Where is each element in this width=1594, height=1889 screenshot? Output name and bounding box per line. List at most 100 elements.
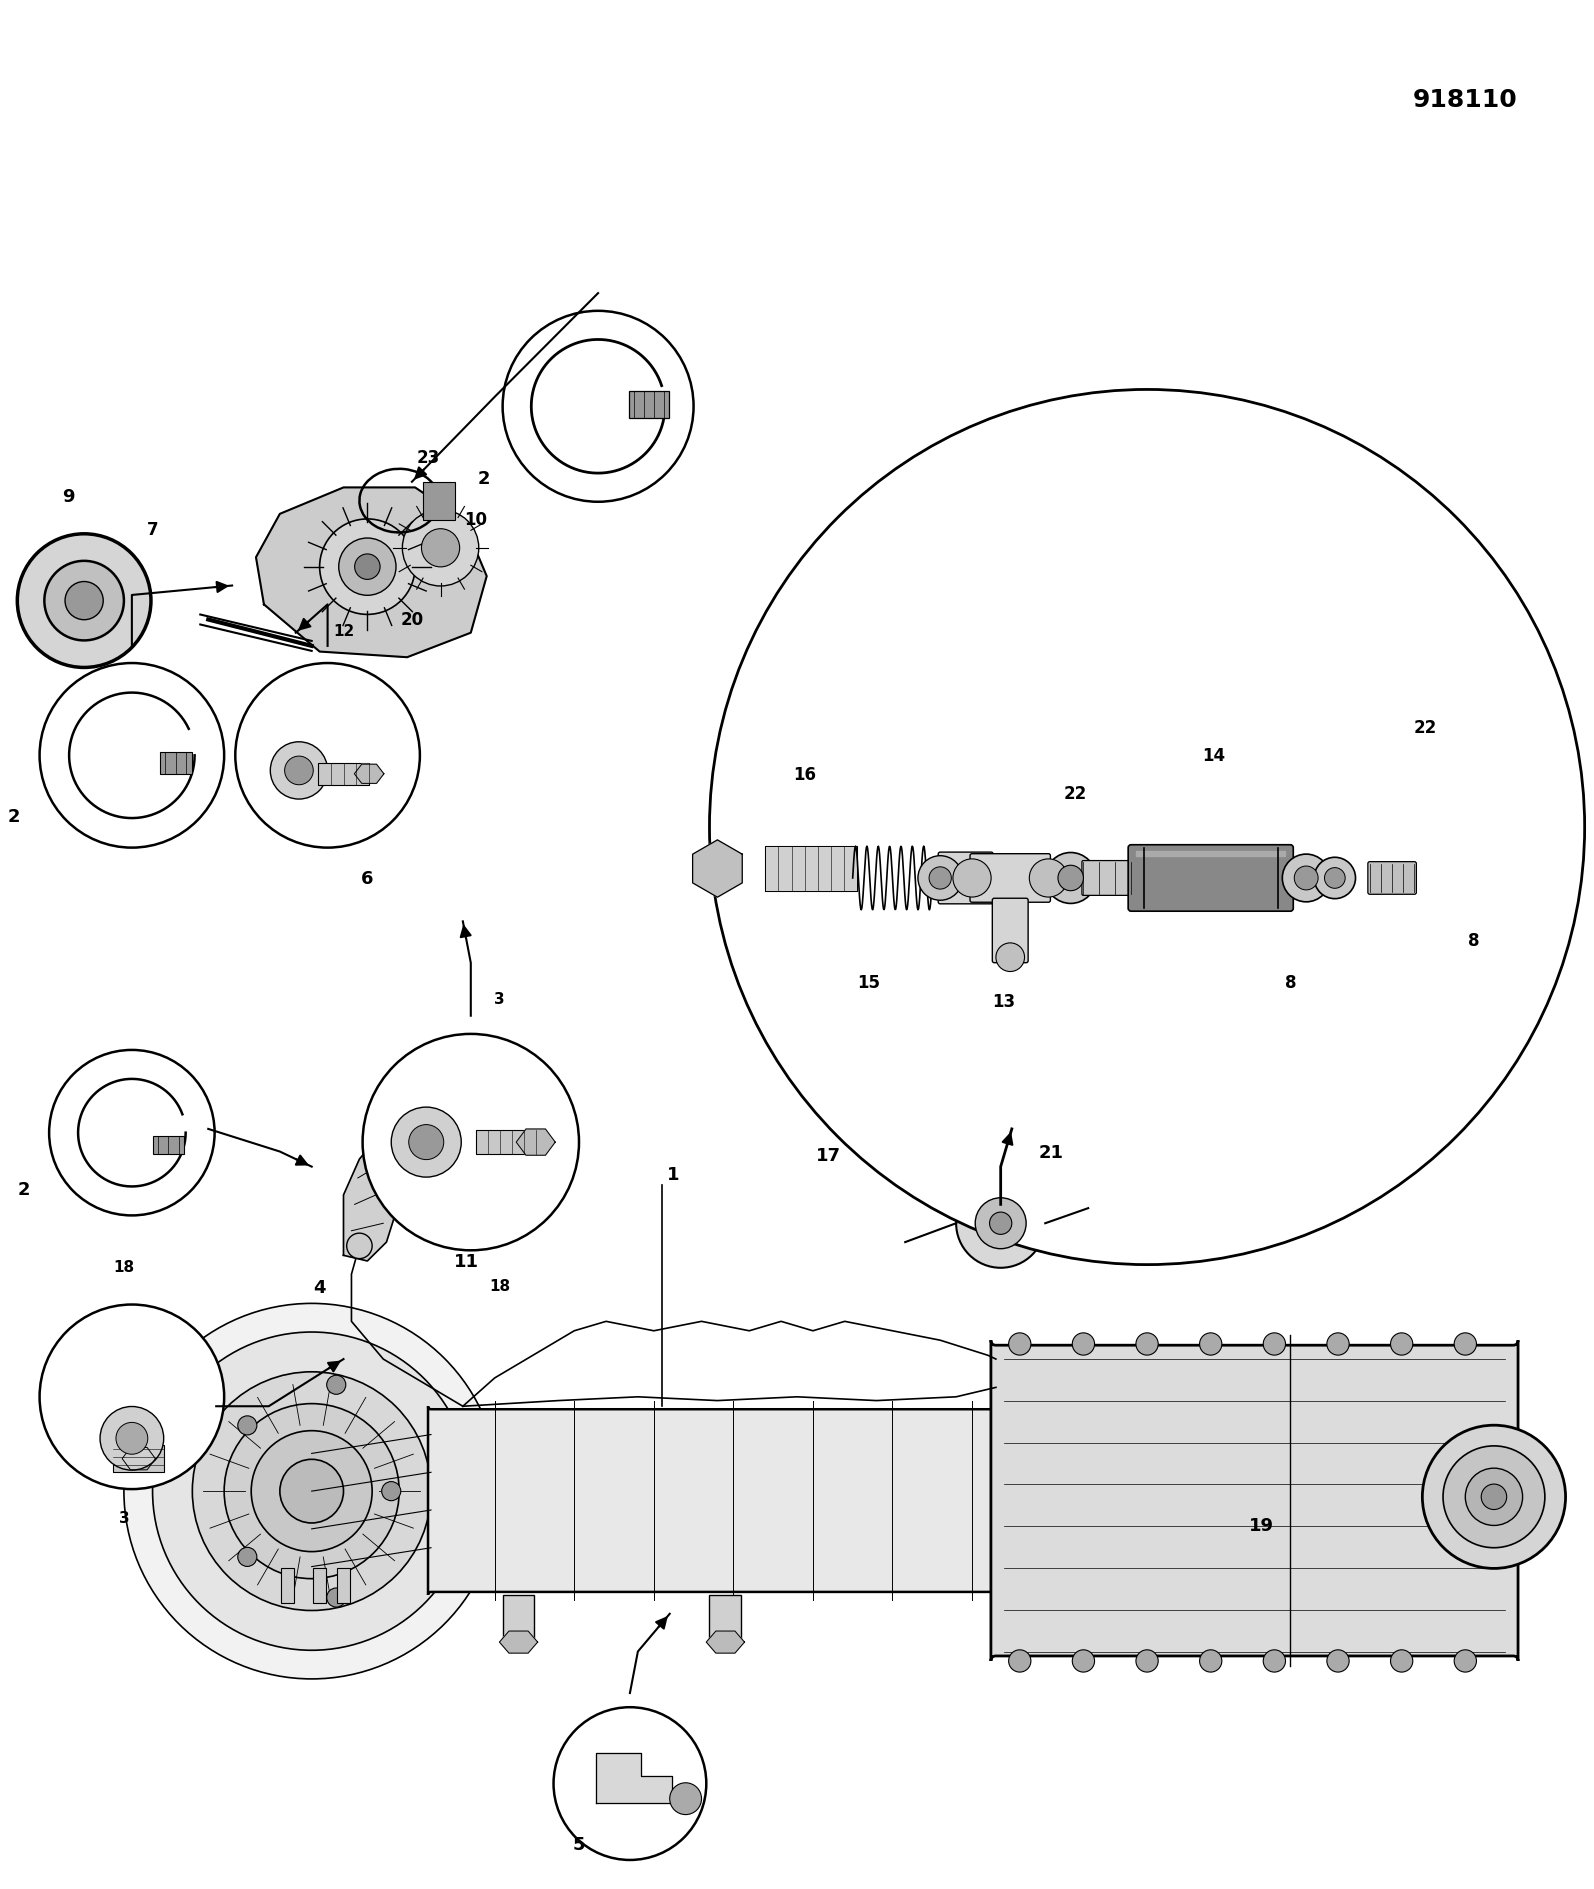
Circle shape xyxy=(1030,859,1068,897)
Circle shape xyxy=(100,1407,164,1470)
Circle shape xyxy=(340,538,395,597)
Polygon shape xyxy=(693,841,743,897)
Circle shape xyxy=(1390,1649,1412,1672)
Circle shape xyxy=(918,856,963,901)
Polygon shape xyxy=(257,487,486,657)
Text: 8: 8 xyxy=(1468,931,1479,950)
Circle shape xyxy=(1454,1334,1476,1356)
Circle shape xyxy=(193,1371,430,1611)
Circle shape xyxy=(1137,1649,1159,1672)
Circle shape xyxy=(1073,1334,1095,1356)
Text: 14: 14 xyxy=(1202,746,1226,765)
FancyBboxPatch shape xyxy=(971,854,1050,903)
FancyBboxPatch shape xyxy=(1129,844,1293,912)
Polygon shape xyxy=(499,1632,537,1653)
Text: 18: 18 xyxy=(113,1260,134,1275)
Circle shape xyxy=(1390,1334,1412,1356)
Circle shape xyxy=(1282,854,1329,903)
Text: 11: 11 xyxy=(454,1252,478,1269)
Circle shape xyxy=(669,1783,701,1815)
Circle shape xyxy=(281,1460,343,1523)
Text: 10: 10 xyxy=(464,512,488,529)
Polygon shape xyxy=(343,1141,395,1262)
Circle shape xyxy=(40,1305,225,1489)
Text: 2: 2 xyxy=(8,807,21,825)
FancyBboxPatch shape xyxy=(1368,861,1417,895)
Text: 8: 8 xyxy=(1285,973,1296,992)
Circle shape xyxy=(990,1213,1012,1235)
Circle shape xyxy=(1058,865,1084,892)
Circle shape xyxy=(421,529,459,567)
Circle shape xyxy=(1294,867,1318,890)
Circle shape xyxy=(354,555,379,580)
Bar xyxy=(502,1594,534,1642)
Circle shape xyxy=(1137,1334,1159,1356)
Circle shape xyxy=(502,312,693,502)
Circle shape xyxy=(346,1234,371,1258)
Text: 918110: 918110 xyxy=(1412,87,1517,111)
Circle shape xyxy=(1443,1447,1545,1547)
Circle shape xyxy=(709,391,1584,1266)
Circle shape xyxy=(1200,1649,1223,1672)
Circle shape xyxy=(116,1422,148,1455)
Bar xyxy=(159,752,191,774)
Circle shape xyxy=(929,867,952,890)
FancyBboxPatch shape xyxy=(993,899,1028,963)
FancyBboxPatch shape xyxy=(939,852,993,905)
Circle shape xyxy=(362,1035,579,1251)
Text: 12: 12 xyxy=(333,623,354,638)
Bar xyxy=(314,1568,327,1602)
Circle shape xyxy=(238,1547,257,1566)
Polygon shape xyxy=(123,1447,155,1470)
Circle shape xyxy=(327,1589,346,1608)
Text: 4: 4 xyxy=(314,1279,325,1296)
Polygon shape xyxy=(706,1632,744,1653)
Bar xyxy=(709,1594,741,1642)
Circle shape xyxy=(285,757,314,786)
Circle shape xyxy=(1325,869,1345,890)
Circle shape xyxy=(1326,1334,1349,1356)
Polygon shape xyxy=(765,846,858,892)
Text: 20: 20 xyxy=(400,612,424,629)
Circle shape xyxy=(236,663,419,848)
Text: 5: 5 xyxy=(572,1834,585,1853)
Circle shape xyxy=(1422,1426,1565,1568)
Text: 3: 3 xyxy=(118,1511,129,1524)
Circle shape xyxy=(124,1303,499,1679)
Circle shape xyxy=(153,1332,470,1651)
Text: 2: 2 xyxy=(18,1181,30,1200)
Polygon shape xyxy=(516,1130,555,1156)
Bar xyxy=(422,482,454,521)
Circle shape xyxy=(1313,858,1355,899)
Circle shape xyxy=(391,1107,461,1177)
Bar xyxy=(282,1568,295,1602)
Text: 22: 22 xyxy=(1063,784,1087,803)
Text: 6: 6 xyxy=(362,871,373,888)
Circle shape xyxy=(49,1050,215,1217)
Circle shape xyxy=(1326,1649,1349,1672)
Circle shape xyxy=(327,1375,346,1394)
Text: 9: 9 xyxy=(62,487,75,506)
Text: 23: 23 xyxy=(416,450,440,467)
Circle shape xyxy=(1262,1649,1285,1672)
Circle shape xyxy=(956,1179,1046,1268)
Circle shape xyxy=(1200,1334,1223,1356)
Circle shape xyxy=(976,1198,1027,1249)
Circle shape xyxy=(408,1126,443,1160)
Circle shape xyxy=(1481,1485,1506,1509)
Bar xyxy=(338,1568,349,1602)
Circle shape xyxy=(238,1417,257,1436)
Circle shape xyxy=(320,519,414,616)
Bar xyxy=(477,1132,536,1154)
Circle shape xyxy=(65,582,104,620)
Circle shape xyxy=(18,535,151,669)
Circle shape xyxy=(953,859,991,897)
Bar xyxy=(628,391,669,419)
Circle shape xyxy=(1454,1649,1476,1672)
FancyBboxPatch shape xyxy=(991,1341,1517,1660)
Bar xyxy=(113,1445,164,1473)
Text: 19: 19 xyxy=(1250,1517,1274,1534)
Polygon shape xyxy=(1137,852,1285,856)
Text: 15: 15 xyxy=(858,973,880,992)
Circle shape xyxy=(45,561,124,640)
